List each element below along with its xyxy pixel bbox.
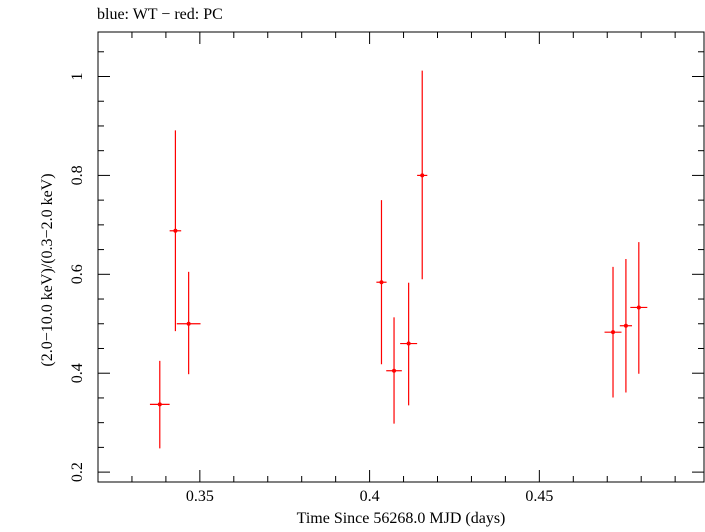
data-point bbox=[176, 271, 201, 375]
x-axis-label: Time Since 56268.0 MJD (days) bbox=[296, 510, 506, 527]
data-point bbox=[169, 130, 182, 332]
point-marker bbox=[157, 402, 162, 407]
plot-frame bbox=[97, 31, 705, 483]
point-marker bbox=[636, 305, 641, 310]
y-tick-label: 1 bbox=[69, 73, 86, 81]
point-marker bbox=[406, 341, 411, 346]
y-tick-label: 0.4 bbox=[69, 363, 86, 383]
y-tick-label: 0.2 bbox=[69, 462, 86, 482]
axes: 0.35 0.4 0.45 0.2 0.4 0.6 0.8 1 bbox=[69, 32, 704, 505]
data-point bbox=[376, 200, 387, 365]
data-point bbox=[630, 242, 648, 374]
data-point bbox=[619, 258, 633, 393]
point-marker bbox=[186, 321, 191, 326]
x-tick-label: 0.35 bbox=[186, 488, 214, 505]
data-point bbox=[604, 266, 622, 398]
data-point bbox=[386, 317, 402, 424]
y-tick-label: 0.8 bbox=[69, 165, 86, 185]
x-tick-label: 0.4 bbox=[360, 488, 380, 505]
x-tick-label: 0.45 bbox=[525, 488, 553, 505]
chart-title: blue: WT − red: PC bbox=[97, 6, 223, 23]
point-marker bbox=[379, 280, 384, 285]
data-point bbox=[149, 360, 170, 449]
point-marker bbox=[392, 368, 397, 373]
point-marker bbox=[173, 228, 178, 233]
data-point bbox=[400, 282, 418, 406]
y-tick-label: 0.6 bbox=[69, 264, 86, 284]
point-marker bbox=[623, 323, 628, 328]
point-marker bbox=[611, 330, 616, 335]
data-marks bbox=[149, 70, 648, 449]
data-point bbox=[417, 70, 428, 280]
point-marker bbox=[420, 173, 425, 178]
